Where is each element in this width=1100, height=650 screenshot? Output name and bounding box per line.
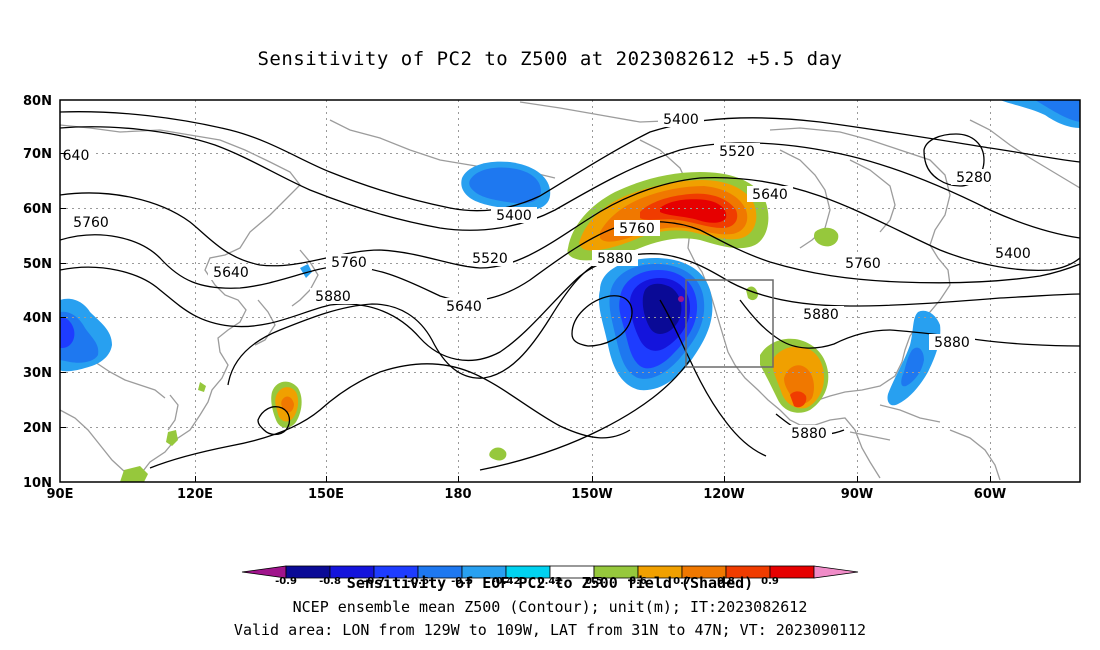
- contour-label: 5880: [597, 251, 633, 267]
- contour-label: 5400: [496, 208, 532, 224]
- lat-lon-grid: [60, 100, 1080, 482]
- lat-label: 30N: [23, 366, 52, 381]
- lon-label: 90W: [841, 487, 873, 502]
- lat-label: 50N: [23, 257, 52, 272]
- colorbar-label: -0.8: [319, 576, 341, 587]
- contour-label: 640: [63, 148, 90, 164]
- lat-label: 10N: [23, 476, 52, 491]
- contour-label: 5880: [934, 335, 970, 351]
- lon-label: 60W: [974, 487, 1006, 502]
- lat-label: 20N: [23, 421, 52, 436]
- colorbar-label: -0.7: [363, 576, 385, 587]
- longitude-axis: [195, 476, 991, 482]
- z500-contours: [60, 111, 1080, 471]
- lon-label: 150E: [308, 487, 344, 502]
- contour-label: 5640: [446, 299, 482, 315]
- colorbar-label: 0.7: [673, 576, 691, 587]
- contour-label: 5760: [619, 221, 655, 237]
- contour-label: 5400: [663, 112, 699, 128]
- map-frame-bg: [60, 100, 1080, 482]
- lat-label: 70N: [23, 147, 52, 162]
- colorbar-label: 0.9: [761, 576, 779, 587]
- lat-label: 40N: [23, 311, 52, 326]
- contour-label-group: 5400 5520 5640 5280 5400 640 5760 5640 5…: [60, 111, 1036, 442]
- contour-label: 5880: [803, 307, 839, 323]
- contour-label: 5880: [791, 426, 827, 442]
- colorbar-label: 0.8: [717, 576, 735, 587]
- lon-label: 120W: [703, 487, 744, 502]
- lon-label: 180: [444, 487, 471, 502]
- contour-label: 5760: [331, 255, 367, 271]
- colorbar-label: -0.6: [407, 576, 429, 587]
- colorbar-label: 0.6: [629, 576, 647, 587]
- contour-label: 5520: [719, 144, 755, 160]
- map-title: Sensitivity of PC2 to Z500 at 2023082612…: [257, 48, 843, 70]
- lon-label: 90E: [47, 487, 74, 502]
- contour-label: 5640: [752, 187, 788, 203]
- colorbar-swatch: [813, 565, 859, 579]
- contour-label: 5640: [213, 265, 249, 281]
- contour-label: 5760: [73, 215, 109, 231]
- colorbar-label: -0.9: [275, 576, 297, 587]
- lon-label: 150W: [571, 487, 612, 502]
- colorbar-label: 0.42: [538, 576, 563, 587]
- lat-label: 60N: [23, 202, 52, 217]
- contour-label: 5760: [845, 256, 881, 272]
- contour-label: 5520: [472, 251, 508, 267]
- colorbar-label: -0.5: [451, 576, 473, 587]
- map-frame: [59, 99, 1081, 483]
- lat-label: 80N: [23, 94, 52, 109]
- contour-label: 5400: [995, 246, 1031, 262]
- caption-shaded: Sensitivity of EOF PC2 to Z500 field (Sh…: [346, 574, 754, 592]
- lon-label: 120E: [177, 487, 213, 502]
- colorbar-label: 0.5: [585, 576, 603, 587]
- colorbar: -0.9 -0.8 -0.7 -0.6 -0.5 -0.42 0.42 0.5 0.6 0.7 0.…: [241, 565, 859, 587]
- colorbar-label: -0.42: [492, 576, 521, 587]
- caption-valid-area: Valid area: LON from 129W to 109W, LAT f…: [233, 621, 867, 639]
- latitude-axis: [60, 99, 66, 483]
- valid-area-box: [685, 279, 774, 368]
- contour-label: 5280: [956, 170, 992, 186]
- negative-sensitivity-shading: [60, 100, 1080, 406]
- contour-label: 5880: [315, 289, 351, 305]
- caption-contour: NCEP ensemble mean Z500 (Contour); unit(…: [292, 598, 808, 616]
